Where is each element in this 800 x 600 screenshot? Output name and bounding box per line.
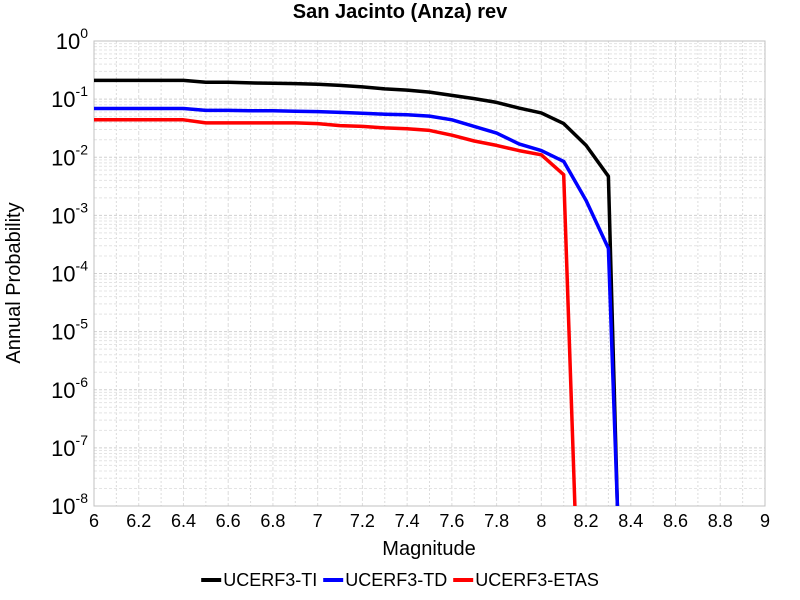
x-tick-label: 6.2 — [126, 511, 151, 531]
x-tick-label: 8 — [536, 511, 546, 531]
y-tick-base: 10 — [51, 378, 75, 403]
y-tick-exponent: -6 — [76, 374, 89, 390]
y-tick-label: 10-3 — [51, 199, 88, 228]
x-tick-label: 9 — [760, 511, 770, 531]
y-tick-exponent: -5 — [76, 316, 89, 332]
series-line-1 — [94, 78, 620, 507]
y-tick-label: 10-4 — [51, 258, 88, 287]
y-tick-base: 10 — [51, 436, 75, 461]
y-tick-label: 10-5 — [51, 316, 88, 345]
plot-frame — [93, 40, 766, 507]
y-tick-base: 10 — [51, 87, 75, 112]
y-tick-base: 10 — [51, 494, 75, 519]
x-tick-label: 6.8 — [260, 511, 285, 531]
grid — [93, 41, 766, 507]
y-tick-label: 10-6 — [51, 374, 88, 403]
x-tick-label: 6.4 — [171, 511, 196, 531]
x-tick-label: 7 — [313, 511, 323, 531]
legend-label: UCERF3-TI — [223, 570, 317, 590]
x-tick-label: 8.6 — [663, 511, 688, 531]
y-tick-exponent: -3 — [76, 199, 89, 215]
chart-title: San Jacinto (Anza) rev — [293, 1, 508, 23]
y-tick-exponent: -2 — [76, 141, 89, 157]
series-line-2 — [94, 106, 620, 507]
x-axis-ticks: 6 6.2 6.4 6.6 6.8 7 7.2 7.4 7.6 7.8 8 8.2 8.4 8.6 8.8 9 — [89, 511, 770, 531]
y-tick-base: 10 — [51, 320, 75, 345]
x-tick-label: 6.6 — [216, 511, 241, 531]
legend-item: UCERF3-TI — [201, 570, 317, 590]
y-tick-label: 10-8 — [51, 490, 88, 519]
y-tick-label: 10-7 — [51, 432, 88, 461]
series-line-3 — [94, 118, 577, 507]
x-axis-label: Magnitude — [382, 538, 475, 560]
legend-label: UCERF3-TD — [345, 570, 447, 590]
y-axis-label: Annual Probability — [3, 202, 25, 363]
legend-item: UCERF3-TD — [323, 570, 447, 590]
x-tick-label: 7.8 — [484, 511, 509, 531]
x-tick-label: 7.2 — [350, 511, 375, 531]
y-tick-label: 10-1 — [51, 83, 88, 112]
y-tick-exponent: -8 — [76, 490, 89, 506]
legend-item: UCERF3-ETAS — [453, 570, 599, 590]
x-tick-label: 7.4 — [395, 511, 420, 531]
x-tick-label: 8.2 — [574, 511, 599, 531]
legend-label: UCERF3-ETAS — [475, 570, 599, 590]
y-tick-exponent: 0 — [80, 25, 88, 41]
series-layer — [94, 78, 620, 507]
y-tick-base: 10 — [56, 29, 80, 54]
x-tick-label: 7.6 — [439, 511, 464, 531]
y-tick-exponent: -7 — [76, 432, 89, 448]
x-tick-label: 6 — [89, 511, 99, 531]
y-tick-label: 10-2 — [51, 141, 88, 170]
y-tick-base: 10 — [51, 145, 75, 170]
y-tick-exponent: -1 — [76, 83, 89, 99]
x-tick-label: 8.8 — [708, 511, 733, 531]
y-tick-label: 100 — [56, 25, 88, 54]
y-tick-base: 10 — [51, 262, 75, 287]
y-tick-base: 10 — [51, 203, 75, 228]
x-tick-label: 8.4 — [618, 511, 643, 531]
y-tick-exponent: -4 — [76, 258, 89, 274]
legend: UCERF3-TI UCERF3-TD UCERF3-ETAS — [201, 570, 599, 590]
